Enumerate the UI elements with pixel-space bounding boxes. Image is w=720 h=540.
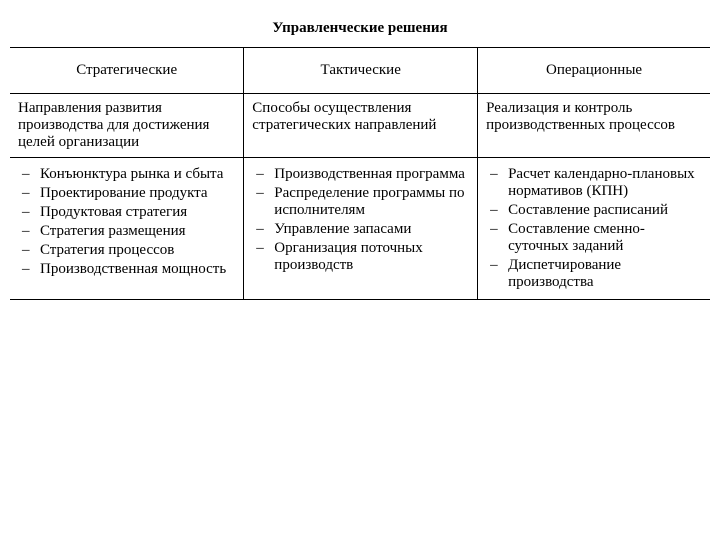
list-item: Распределение программы по исполнителям	[270, 185, 469, 219]
list-tactical: Производственная программа Распределение…	[252, 166, 469, 274]
col-header-operational: Операционные	[478, 48, 710, 94]
list-item: Управление запасами	[270, 221, 469, 238]
list-item: Производственная мощность	[36, 261, 235, 278]
col-header-strategic: Стратегические	[10, 48, 244, 94]
list-item: Стратегия процессов	[36, 242, 235, 259]
decisions-table: Управленческие решения Стратегические Та…	[10, 10, 710, 300]
list-item: Конъюнктура рынка и сбыта	[36, 166, 235, 183]
list-item: Составление сменно-суточных заданий	[504, 221, 702, 255]
list-item: Расчет календарно-плановых нормативов (К…	[504, 166, 702, 200]
list-item: Стратегия размещения	[36, 223, 235, 240]
col-header-tactical: Тактические	[244, 48, 478, 94]
list-item: Проектирование продукта	[36, 185, 235, 202]
col-description-strategic: Направления развития производства для до…	[10, 94, 244, 158]
list-strategic: Конъюнктура рынка и сбыта Проектирование…	[18, 166, 235, 278]
list-item: Составление расписаний	[504, 202, 702, 219]
col-items-tactical: Производственная программа Распределение…	[244, 158, 478, 300]
col-description-tactical: Способы осуществления стратегических нап…	[244, 94, 478, 158]
list-item: Продуктовая стратегия	[36, 204, 235, 221]
list-operational: Расчет календарно-плановых нормативов (К…	[486, 166, 702, 291]
col-items-strategic: Конъюнктура рынка и сбыта Проектирование…	[10, 158, 244, 300]
table-title: Управленческие решения	[10, 10, 710, 48]
list-item: Диспетчирование производства	[504, 257, 702, 291]
list-item: Организация поточных производств	[270, 240, 469, 274]
list-item: Производственная программа	[270, 166, 469, 183]
col-items-operational: Расчет календарно-плановых нормативов (К…	[478, 158, 710, 300]
col-description-operational: Реализация и контроль производственных п…	[478, 94, 710, 158]
